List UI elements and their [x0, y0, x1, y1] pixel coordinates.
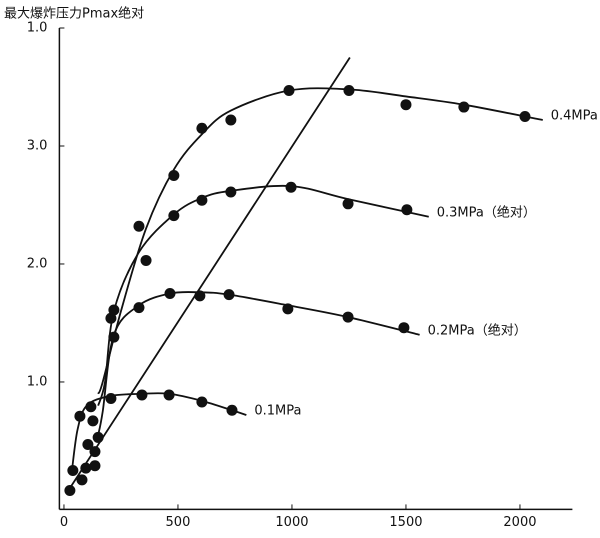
- data-point: [87, 415, 99, 427]
- data-point: [133, 220, 145, 232]
- data-point: [76, 474, 88, 486]
- curve-label: 0.4MPa（绝对）: [551, 108, 600, 124]
- chart-title: 最大爆炸压力Pmax绝对: [4, 6, 144, 22]
- y-tick-label: 1.0: [27, 374, 48, 389]
- data-point: [105, 392, 117, 404]
- data-point: [105, 312, 117, 324]
- data-point: [225, 114, 237, 126]
- data-point: [285, 181, 297, 193]
- data-point: [133, 302, 145, 314]
- x-tick-label: 0: [60, 515, 68, 530]
- data-point: [163, 389, 175, 401]
- data-point: [343, 85, 355, 97]
- y-tick-label: 3.0: [27, 138, 48, 153]
- x-tick-label: 500: [166, 515, 191, 530]
- data-point: [85, 401, 97, 413]
- data-point: [283, 85, 295, 97]
- x-tick-label: 2000: [503, 515, 536, 530]
- data-point: [194, 290, 206, 302]
- curve-label: 0.2MPa（绝对）: [428, 322, 527, 338]
- data-point: [400, 99, 412, 111]
- data-point: [398, 322, 410, 334]
- curve: [97, 291, 420, 436]
- data-point: [108, 304, 120, 316]
- x-tick-label: 1500: [389, 515, 422, 530]
- data-point: [196, 194, 208, 206]
- data-point: [67, 464, 79, 476]
- data-point: [342, 311, 354, 323]
- curve: [97, 184, 429, 406]
- data-point: [89, 446, 101, 458]
- data-point: [226, 404, 238, 416]
- data-point: [225, 186, 237, 198]
- data-point: [108, 331, 120, 343]
- y-tick-label: 1.0: [27, 20, 48, 35]
- curve-label: 0.3MPa（绝对）: [437, 204, 536, 220]
- curve-label: 0.1MPa: [254, 404, 301, 419]
- data-point: [401, 204, 413, 216]
- data-point: [74, 410, 86, 422]
- data-point: [80, 462, 92, 474]
- data-point: [282, 303, 294, 315]
- curve: [97, 87, 543, 395]
- data-point: [92, 431, 104, 443]
- curve: [69, 57, 351, 489]
- data-point: [140, 254, 152, 266]
- data-point: [136, 389, 148, 401]
- data-point: [168, 169, 180, 181]
- y-tick-label: 2.0: [27, 256, 48, 271]
- x-tick-label: 1000: [275, 515, 308, 530]
- data-point: [89, 460, 101, 472]
- data-point: [196, 396, 208, 408]
- data-point: [342, 198, 354, 210]
- data-point: [458, 101, 470, 113]
- data-point: [168, 210, 180, 222]
- data-point: [519, 110, 531, 122]
- data-point: [64, 485, 76, 497]
- data-point: [82, 439, 94, 451]
- data-point: [223, 289, 235, 301]
- data-point: [164, 287, 176, 299]
- data-point: [196, 122, 208, 134]
